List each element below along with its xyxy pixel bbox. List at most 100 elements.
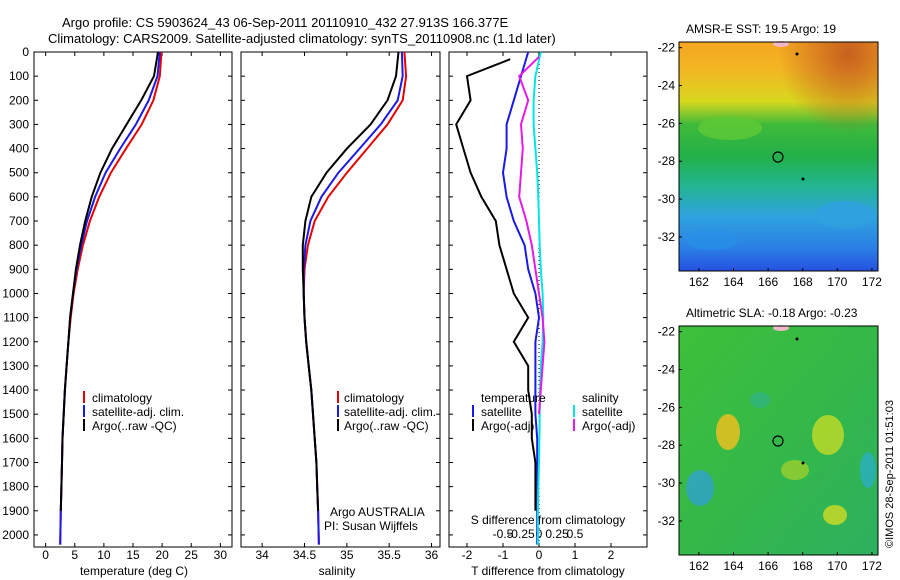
map-x-tick-label: 164: [723, 275, 743, 289]
difference-legend: temperature satellite Argo(-adj) salinit…: [472, 391, 635, 433]
sla-map-frame: [678, 325, 879, 556]
map-y-tick-label: -26: [658, 116, 676, 130]
top-x-tick-label: -0.25: [507, 527, 535, 541]
sst-map: AMSR-E SST: 19.5 Argo: 19 162 164 166 168 17…: [658, 22, 883, 289]
depth-tick-label: 2000: [2, 528, 29, 542]
sla-field: [679, 326, 878, 555]
depth-tick-label: 500: [9, 166, 29, 180]
sst-patch: [815, 201, 875, 229]
sla-patch: [812, 415, 844, 455]
map-x-tick-label: 162: [689, 559, 709, 573]
depth-tick-label: 700: [9, 214, 29, 228]
legend-label-sal-satellite: satellite: [582, 405, 623, 419]
x-tick-label: 20: [155, 548, 169, 562]
depth-tick-label: 300: [9, 117, 29, 131]
depth-tick-label: 1900: [2, 504, 29, 518]
island-dot: [795, 337, 799, 341]
salinity-panel-frame: [240, 51, 441, 548]
figure-title-line-1: Argo profile: CS 5903624_43 06-Sep-2011 …: [62, 15, 509, 30]
map-y-tick-label: -22: [658, 325, 676, 339]
x-tick-label: 0: [42, 548, 49, 562]
top-x-tick-label: 0: [536, 527, 543, 541]
temperature-legend: climatology satellite-adj. clim. Argo(..…: [83, 391, 184, 433]
depth-tick-label: 0: [22, 45, 29, 59]
legend-label-argo: Argo(..raw -QC): [92, 419, 177, 433]
depth-tick-label: 1300: [2, 359, 29, 373]
x-tick-label: 25: [185, 548, 199, 562]
map-x-tick-label: 170: [827, 559, 847, 573]
series-line: [455, 58, 537, 511]
island-dot: [801, 177, 805, 181]
argo-position-marker: [772, 151, 784, 163]
legend-label-climatology: climatology: [344, 391, 404, 405]
depth-axis: 0 100 200 300 400 500 600 700 800 900 1000 1100 1200…: [2, 45, 647, 542]
sla-patch: [860, 452, 876, 488]
x-tick-label: 30: [214, 548, 228, 562]
legend-label-temp-satellite: satellite: [481, 405, 522, 419]
depth-tick-label: 1600: [2, 431, 29, 445]
map-x-tick-label: 170: [827, 275, 847, 289]
map-x-tick-label: 166: [758, 275, 778, 289]
map-y-tick-label: -22: [658, 41, 676, 55]
float-owner-note: Argo AUSTRALIA: [330, 505, 425, 519]
x-tick-label: 1: [572, 548, 579, 562]
depth-tick-label: 1500: [2, 407, 29, 421]
map-x-tick-label: 168: [793, 275, 813, 289]
difference-plot: -2 -1 0 1 2 -0.5-0.25 0 0.250.5: [455, 51, 615, 562]
legend-label-argo: Argo(..raw -QC): [344, 419, 429, 433]
map-x-tick-label: 164: [723, 559, 743, 573]
map-y-tick-label: -32: [658, 230, 676, 244]
island-dot: [801, 461, 805, 465]
map-x-tick-label: 172: [862, 275, 882, 289]
sla-patch: [823, 505, 847, 525]
legend-label-sal-argo: Argo(-adj): [582, 419, 635, 433]
depth-tick-label: 1800: [2, 480, 29, 494]
temperature-axis-label: temperature (deg C): [80, 564, 188, 578]
sst-map-axes: 162 164 166 168 170 172 -22 -24 -26 -28 -30 -32: [658, 41, 883, 289]
map-y-tick-label: -32: [658, 514, 676, 528]
depth-tick-label: 1000: [2, 286, 29, 300]
map-y-tick-label: -28: [658, 438, 676, 452]
depth-tick-label: 900: [9, 262, 29, 276]
series-line: [501, 51, 541, 545]
x-tick-label: -2: [462, 548, 473, 562]
s-difference-axis-label: S difference from climatology: [471, 513, 626, 527]
depth-tick-label: 1700: [2, 455, 29, 469]
sst-patch: [698, 116, 762, 140]
map-y-tick-label: -30: [658, 192, 676, 206]
figure-title-line-2: Climatology: CARS2009. Satellite-adjuste…: [48, 31, 556, 46]
x-tick-label: 2: [608, 548, 615, 562]
temperature-panel-frame: [33, 51, 233, 548]
x-tick-label: 34.5: [293, 548, 317, 562]
salinity-axis-label: salinity: [319, 564, 356, 578]
map-y-tick-label: -24: [658, 363, 676, 377]
series-line: [302, 51, 408, 545]
x-tick-label: 15: [126, 548, 140, 562]
x-tick-label: -1: [498, 548, 509, 562]
sla-map: Altimetric SLA: -0.18 Argo: -0.23 162 164…: [658, 306, 883, 573]
sla-patch: [750, 392, 770, 408]
depth-tick-label: 600: [9, 190, 29, 204]
depth-tick-label: 1100: [3, 311, 29, 325]
depth-tick-label: 1200: [2, 335, 29, 349]
series-line: [59, 51, 161, 545]
x-tick-label: 0: [536, 548, 543, 562]
legend-label-satellite: satellite-adj. clim.: [92, 405, 184, 419]
map-y-tick-label: -28: [658, 154, 676, 168]
island-dot: [795, 52, 799, 56]
map-y-tick-label: -30: [658, 476, 676, 490]
top-x-tick-label: 0.5: [567, 527, 584, 541]
top-x-tick-label: -0.5: [493, 527, 514, 541]
map-x-tick-label: 162: [689, 275, 709, 289]
sla-patch: [781, 460, 809, 480]
depth-tick-label: 1400: [2, 383, 29, 397]
x-tick-label: 35: [340, 548, 354, 562]
imos-credit: ©IMOS 28-Sep-2011 01:51:03: [884, 400, 896, 548]
series-line: [59, 51, 159, 511]
series-line: [302, 51, 404, 545]
top-x-tick-label: 0.25: [545, 527, 569, 541]
sst-map-title: AMSR-E SST: 19.5 Argo: 19: [686, 22, 836, 36]
t-difference-axis-label: T difference from climatology: [471, 564, 625, 578]
legend-label-temp-argo: Argo(-adj): [481, 419, 534, 433]
